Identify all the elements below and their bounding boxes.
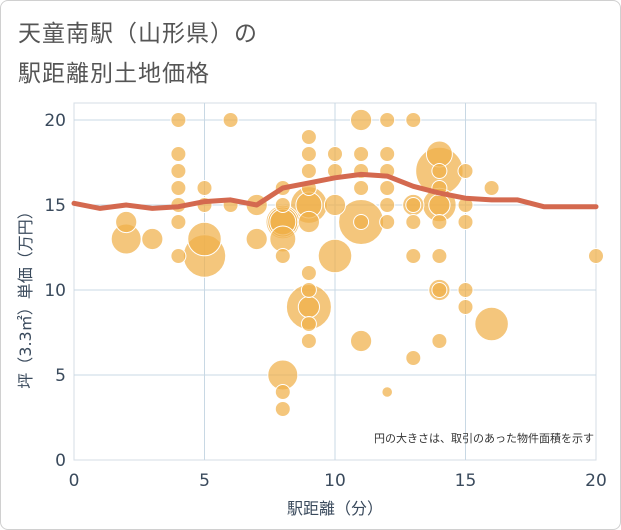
data-bubble [353, 214, 370, 230]
data-bubble [431, 282, 448, 298]
x-tick-label: 0 [69, 471, 80, 491]
data-bubble [349, 329, 373, 353]
data-bubble [457, 299, 474, 315]
trend-line [71, 171, 599, 211]
x-tick-label: 20 [585, 471, 607, 491]
data-bubble [405, 197, 422, 213]
data-bubble [379, 112, 396, 128]
data-bubble [297, 295, 321, 319]
data-bubble [170, 163, 187, 179]
data-bubble [405, 350, 422, 366]
y-axis-label: 坪（3.3㎡）単価（万円） [16, 203, 35, 388]
data-bubble [353, 180, 370, 196]
x-tick-label: 15 [455, 471, 477, 491]
bubble-layer [110, 108, 604, 417]
data-bubble [588, 248, 604, 264]
chart-title-line1: 天童南駅（山形県）の [18, 21, 258, 47]
data-bubble [379, 197, 396, 213]
data-bubble [115, 210, 138, 234]
data-bubble [170, 214, 187, 230]
data-bubble [323, 193, 347, 217]
data-bubble [379, 146, 396, 162]
data-bubble [196, 180, 213, 196]
data-bubble [300, 282, 317, 298]
data-bubble [379, 214, 396, 230]
data-bubble [317, 238, 353, 274]
data-bubble [457, 214, 474, 230]
data-bubble [405, 248, 422, 264]
data-bubble [300, 333, 317, 349]
data-bubble [300, 265, 317, 281]
data-bubble [245, 227, 268, 251]
data-bubble [431, 214, 448, 230]
x-tick-label: 10 [324, 471, 346, 491]
data-bubble [353, 146, 370, 162]
data-bubble [327, 146, 343, 162]
data-bubble [379, 180, 396, 196]
data-bubble [274, 384, 291, 400]
data-bubble [297, 210, 321, 234]
data-bubble [428, 193, 451, 217]
y-tick-label: 20 [44, 111, 66, 131]
data-bubble [170, 248, 187, 264]
data-bubble [274, 197, 291, 213]
data-bubble [431, 163, 448, 179]
data-bubble [300, 316, 317, 332]
y-tick-label: 5 [55, 366, 66, 386]
data-bubble [431, 248, 448, 264]
data-bubble [300, 163, 317, 179]
data-bubble [170, 146, 187, 162]
y-tick-label: 15 [44, 196, 66, 216]
data-bubble [483, 180, 500, 196]
y-tick-labels: 0 5 10 15 20 [44, 111, 66, 471]
data-bubble [274, 248, 291, 264]
x-tick-label: 5 [199, 471, 210, 491]
data-bubble [405, 214, 422, 230]
data-bubble [457, 282, 474, 298]
data-bubble [457, 163, 474, 179]
y-tick-label: 10 [44, 281, 66, 301]
data-bubble [300, 146, 317, 162]
x-axis-label: 駅距離（分） [287, 499, 383, 518]
data-bubble [405, 112, 422, 128]
data-bubble [141, 227, 164, 251]
data-bubble [300, 129, 317, 145]
x-tick-labels: 0 5 10 15 20 [69, 471, 607, 491]
data-bubble [381, 386, 394, 398]
data-bubble [170, 180, 187, 196]
data-bubble [274, 401, 291, 417]
data-bubble [431, 333, 448, 349]
data-bubble [170, 112, 187, 128]
y-tick-label: 0 [55, 451, 66, 471]
data-bubble [349, 108, 373, 132]
data-bubble [474, 306, 509, 342]
data-bubble [187, 221, 222, 257]
chart-title-line2: 駅距離別土地価格 [18, 61, 210, 87]
bubble-size-note: 円の大きさは、取引のあった物件面積を示す [374, 431, 594, 445]
data-bubble [222, 112, 239, 128]
